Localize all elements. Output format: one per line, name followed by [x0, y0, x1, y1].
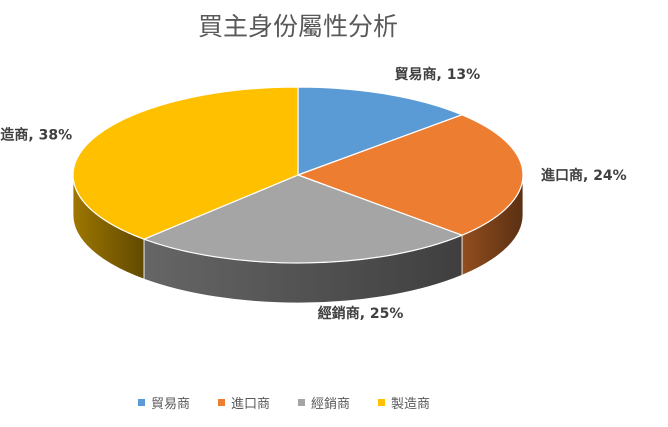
data-label-3: 經銷商, 25% [318, 305, 404, 322]
slice-3 [142, 174, 464, 264]
legend-swatch-1 [138, 399, 145, 406]
legend-label-2: 進口商 [231, 397, 270, 412]
slice-1 [297, 86, 464, 176]
legend: 貿易商 進口商 經銷商 製造商 [138, 396, 430, 412]
legend-label-4: 製造商 [391, 397, 430, 412]
legend-label-3: 經銷商 [311, 396, 350, 412]
slice-4 [72, 86, 299, 240]
data-labels: 貿易商, 13% 進口商, 24% 經銷商, 25% 製造商, 38% [0, 66, 627, 322]
legend-swatch-2 [218, 399, 225, 406]
slice-2 [296, 114, 524, 236]
legend-swatch-4 [378, 399, 385, 406]
chart-title: 買主身份屬性分析 [198, 12, 398, 41]
data-label-2: 進口商, 24% [541, 167, 627, 184]
data-label-1: 貿易商, 13% [395, 66, 481, 83]
legend-label-1: 貿易商 [151, 397, 190, 412]
pie-slices [72, 86, 524, 264]
legend-swatch-3 [298, 399, 305, 406]
data-label-4: 製造商, 38% [0, 127, 72, 144]
